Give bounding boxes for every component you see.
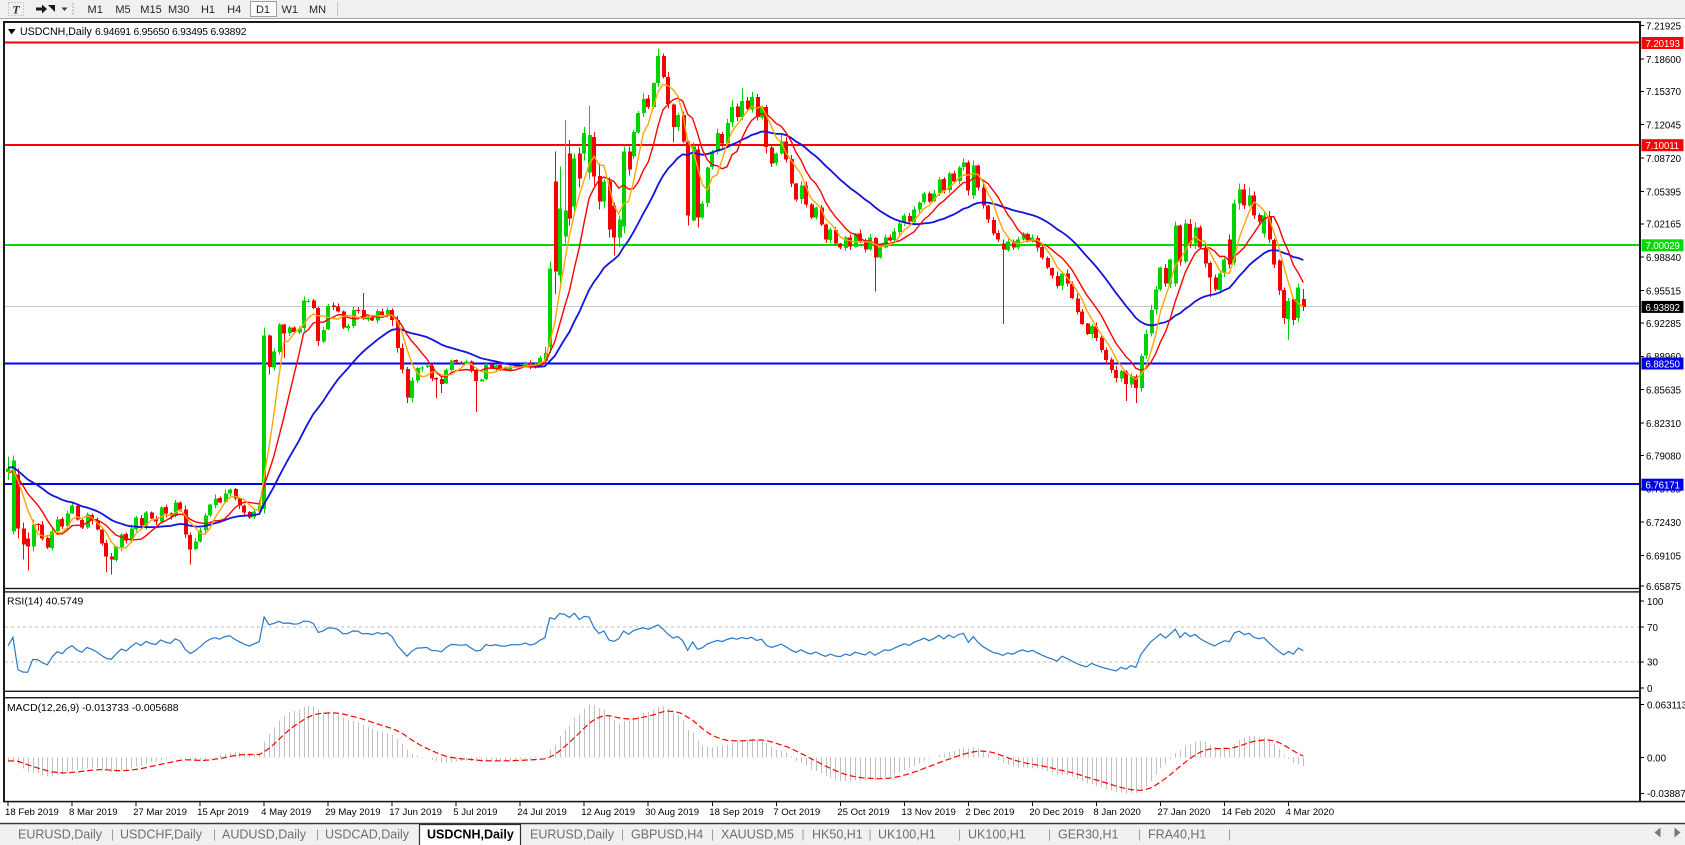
svg-text:8 Jan 2020: 8 Jan 2020: [1093, 807, 1140, 818]
svg-text:M5: M5: [115, 4, 130, 16]
svg-text:|: |: [869, 827, 872, 841]
svg-text:6.95515: 6.95515: [1646, 286, 1681, 297]
svg-text:7.18600: 7.18600: [1646, 55, 1682, 66]
svg-text:6.88250: 6.88250: [1646, 359, 1681, 370]
svg-text:USDCNH,Daily: USDCNH,Daily: [427, 828, 514, 842]
svg-text:0: 0: [1647, 684, 1653, 695]
svg-text:FRA40,H1: FRA40,H1: [1148, 828, 1206, 842]
svg-text:25 Oct 2019: 25 Oct 2019: [837, 807, 889, 818]
svg-text:27 Mar 2019: 27 Mar 2019: [133, 807, 187, 818]
svg-text:13 Nov 2019: 13 Nov 2019: [901, 807, 955, 818]
svg-text:6.98840: 6.98840: [1646, 253, 1682, 264]
svg-text:USDCAD,Daily: USDCAD,Daily: [325, 828, 410, 842]
svg-text:15 Apr 2019: 15 Apr 2019: [197, 807, 249, 818]
svg-text:6.85635: 6.85635: [1646, 386, 1681, 397]
svg-text:17 Jun 2019: 17 Jun 2019: [389, 807, 442, 818]
svg-text:7 Oct 2019: 7 Oct 2019: [773, 807, 820, 818]
svg-text:7.02165: 7.02165: [1646, 220, 1681, 231]
svg-text:70: 70: [1647, 623, 1658, 634]
svg-text:|: |: [316, 827, 319, 841]
svg-text:|: |: [958, 827, 961, 841]
svg-text:0.00: 0.00: [1647, 754, 1667, 765]
svg-text:6.92285: 6.92285: [1646, 319, 1681, 330]
svg-text:100: 100: [1647, 597, 1664, 608]
svg-text:T: T: [12, 3, 20, 17]
svg-text:M15: M15: [140, 4, 161, 16]
svg-text:2 Dec 2019: 2 Dec 2019: [965, 807, 1014, 818]
svg-text:EURUSD,Daily: EURUSD,Daily: [18, 828, 103, 842]
svg-text:30: 30: [1647, 658, 1658, 669]
svg-text:30 Aug 2019: 30 Aug 2019: [645, 807, 699, 818]
svg-text:7.00029: 7.00029: [1646, 241, 1680, 252]
svg-text:27 Jan 2020: 27 Jan 2020: [1158, 807, 1211, 818]
svg-text:MN: MN: [309, 4, 326, 16]
svg-text:|: |: [711, 827, 714, 841]
svg-text:6.79080: 6.79080: [1646, 451, 1682, 462]
svg-text:6.69105: 6.69105: [1646, 551, 1681, 562]
svg-text:0.063113: 0.063113: [1647, 700, 1685, 711]
svg-text:6.82310: 6.82310: [1646, 419, 1682, 430]
svg-text:14 Feb 2020: 14 Feb 2020: [1222, 807, 1276, 818]
svg-text:GER30,H1: GER30,H1: [1058, 828, 1118, 842]
svg-text:XAUUSD,M5: XAUUSD,M5: [721, 828, 794, 842]
svg-text:UK100,H1: UK100,H1: [878, 828, 936, 842]
svg-text:H1: H1: [201, 4, 215, 16]
svg-text:|: |: [621, 827, 624, 841]
svg-text:7.12045: 7.12045: [1646, 121, 1681, 132]
svg-text:M1: M1: [88, 4, 103, 16]
svg-text:|: |: [111, 827, 114, 841]
svg-text:6.65875: 6.65875: [1646, 582, 1681, 593]
svg-text:20 Dec 2019: 20 Dec 2019: [1029, 807, 1083, 818]
svg-text:4 Mar 2020: 4 Mar 2020: [1286, 807, 1335, 818]
svg-text:7.21925: 7.21925: [1646, 21, 1681, 32]
svg-text:USDCHF,Daily: USDCHF,Daily: [120, 828, 203, 842]
svg-text:D1: D1: [256, 4, 270, 16]
svg-text:RSI(14) 40.5749: RSI(14) 40.5749: [7, 597, 83, 608]
svg-text:MACD(12,26,9) -0.013733 -0.005: MACD(12,26,9) -0.013733 -0.005688: [7, 703, 179, 714]
svg-text:|: |: [213, 827, 216, 841]
svg-text:8 Mar 2019: 8 Mar 2019: [69, 807, 118, 818]
svg-text:6.94691 6.95650 6.93495 6.9389: 6.94691 6.95650 6.93495 6.93892: [95, 27, 247, 38]
svg-text:UK100,H1: UK100,H1: [968, 828, 1026, 842]
svg-text:EURUSD,Daily: EURUSD,Daily: [530, 828, 615, 842]
svg-text:GBPUSD,H4: GBPUSD,H4: [631, 828, 703, 842]
svg-text:4 May 2019: 4 May 2019: [261, 807, 311, 818]
svg-text:|: |: [1138, 827, 1141, 841]
svg-text:W1: W1: [282, 4, 299, 16]
svg-text:24 Jul 2019: 24 Jul 2019: [517, 807, 567, 818]
svg-text:6.72430: 6.72430: [1646, 518, 1682, 529]
svg-text:|: |: [802, 827, 805, 841]
svg-text:|: |: [1048, 827, 1051, 841]
svg-text:5 Jul 2019: 5 Jul 2019: [453, 807, 497, 818]
svg-text:7.10011: 7.10011: [1646, 141, 1680, 152]
svg-text:7.15370: 7.15370: [1646, 87, 1682, 98]
svg-text:-0.038872: -0.038872: [1647, 789, 1685, 800]
svg-text:18 Feb 2019: 18 Feb 2019: [5, 807, 59, 818]
svg-text:AUDUSD,Daily: AUDUSD,Daily: [222, 828, 307, 842]
svg-text:7.20193: 7.20193: [1646, 39, 1680, 50]
svg-text:7.05395: 7.05395: [1646, 187, 1681, 198]
svg-text:6.93892: 6.93892: [1646, 303, 1680, 314]
svg-text:18 Sep 2019: 18 Sep 2019: [709, 807, 763, 818]
svg-text:|: |: [1228, 827, 1231, 841]
svg-text:7.08720: 7.08720: [1646, 154, 1682, 165]
svg-text:6.76171: 6.76171: [1646, 481, 1680, 492]
svg-text:29 May 2019: 29 May 2019: [325, 807, 380, 818]
svg-text:HK50,H1: HK50,H1: [812, 828, 863, 842]
svg-text:H4: H4: [227, 4, 241, 16]
svg-text:USDCNH,Daily: USDCNH,Daily: [20, 26, 93, 38]
svg-text:M30: M30: [168, 4, 189, 16]
svg-text:12 Aug 2019: 12 Aug 2019: [581, 807, 635, 818]
